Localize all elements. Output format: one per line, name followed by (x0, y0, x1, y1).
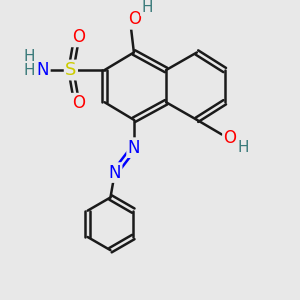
Text: H: H (23, 62, 35, 77)
Text: N: N (37, 61, 49, 79)
Text: O: O (224, 129, 236, 147)
Text: O: O (72, 28, 85, 46)
Text: N: N (109, 164, 121, 181)
Text: H: H (141, 0, 153, 15)
Text: H: H (238, 140, 250, 155)
Text: O: O (128, 10, 141, 28)
Text: N: N (128, 139, 140, 157)
Text: O: O (72, 94, 85, 112)
Text: S: S (65, 61, 76, 79)
Text: H: H (23, 49, 35, 64)
